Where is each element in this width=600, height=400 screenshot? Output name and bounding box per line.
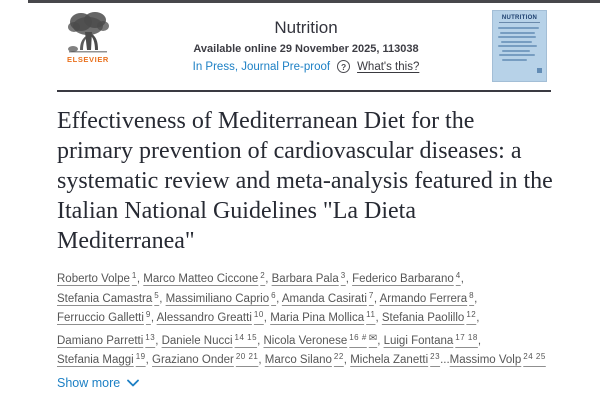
- author-link[interactable]: Daniele Nucci 14 15: [161, 332, 258, 347]
- email-icon: ✉: [368, 332, 378, 344]
- author-separator: ,: [373, 292, 380, 305]
- author-separator: ,: [477, 334, 482, 347]
- whats-this-link[interactable]: What's this?: [357, 60, 420, 73]
- author-link[interactable]: Graziano Onder 20 21: [152, 352, 259, 367]
- author-separator: ,: [345, 273, 353, 285]
- author-link[interactable]: Nicola Veronese 16 # ✉: [263, 332, 378, 347]
- in-press-link[interactable]: In Press, Journal Pre-proof: [192, 60, 331, 73]
- journal-cover-thumbnail[interactable]: NUTRITION: [492, 10, 547, 82]
- author-link[interactable]: Damiano Parretti 13: [57, 332, 156, 347]
- author-link[interactable]: Marco Matteo Ciccone 2: [143, 271, 266, 286]
- author-link[interactable]: Stefania Paolillo 12: [381, 310, 477, 325]
- author-link[interactable]: Maria Pina Mollica 11: [270, 310, 376, 325]
- cover-corner-mark: [537, 68, 542, 73]
- author-link[interactable]: Federico Barbarano 4: [352, 271, 461, 286]
- chevron-down-icon: [127, 379, 140, 387]
- author-link[interactable]: Roberto Volpe 1: [57, 271, 137, 286]
- author-separator: ,: [474, 292, 478, 305]
- author-link[interactable]: Alessandro Greatti 10: [156, 310, 264, 325]
- author-link[interactable]: Armando Ferrera 8: [379, 290, 475, 305]
- author-link[interactable]: Marco Silano 22: [264, 352, 344, 367]
- journal-title-link[interactable]: Nutrition: [274, 18, 338, 37]
- author-link[interactable]: Massimo Volp 24 25: [449, 352, 546, 367]
- cover-preview-lines: [497, 27, 542, 61]
- author-link[interactable]: Michela Zanetti 23: [350, 352, 441, 367]
- header-divider: [57, 90, 551, 92]
- author-separator: ...: [440, 354, 450, 366]
- journal-info: Nutrition Available online 29 November 2…: [151, 18, 461, 73]
- author-separator: ,: [136, 273, 144, 285]
- question-mark-circle-icon[interactable]: ?: [337, 60, 351, 73]
- elsevier-wordmark: ELSEVIER: [67, 55, 109, 64]
- article-title: Effectiveness of Mediterranean Diet for …: [57, 108, 553, 254]
- author-link[interactable]: Amanda Casirati 7: [281, 290, 374, 305]
- availability-text: Available online 29 November 2025, 11303…: [193, 43, 419, 55]
- author-separator: ,: [159, 292, 166, 305]
- status-row: In Press, Journal Pre-proof ? What's thi…: [151, 60, 461, 73]
- cover-rule: [499, 22, 540, 23]
- window-top-edge: [28, 0, 600, 3]
- author-separator: ,: [155, 334, 162, 347]
- author-separator: ,: [460, 273, 464, 285]
- author-separator: ,: [265, 273, 272, 285]
- author-separator: ,: [375, 312, 382, 324]
- author-separator: ,: [377, 334, 384, 347]
- author-separator: ,: [476, 312, 480, 324]
- author-separator: ,: [258, 354, 265, 366]
- elsevier-logo[interactable]: ELSEVIER: [62, 10, 114, 64]
- author-link[interactable]: Barbara Pala 3: [271, 271, 346, 286]
- author-separator: ,: [257, 334, 264, 347]
- author-separator: ,: [145, 354, 153, 366]
- author-link[interactable]: Luigi Fontana 17 18: [383, 332, 478, 347]
- elsevier-tree-icon: [68, 12, 109, 53]
- author-link[interactable]: Stefania Camastra 5: [57, 290, 160, 305]
- author-list: Roberto Volpe 1, Marco Matteo Ciccone 2, B…: [57, 270, 557, 371]
- cover-journal-name: NUTRITION: [501, 15, 538, 21]
- author-link[interactable]: Massimiliano Caprio 6: [165, 290, 277, 305]
- author-separator: ,: [276, 292, 282, 305]
- show-more-button[interactable]: Show more: [57, 376, 140, 390]
- author-link[interactable]: Ferruccio Galletti 9: [57, 310, 151, 325]
- journal-header: ELSEVIER Nutrition Available online 29 N…: [57, 8, 551, 86]
- author-separator: ,: [343, 354, 351, 366]
- show-more-label: Show more: [57, 376, 121, 390]
- author-separator: ,: [263, 312, 271, 324]
- author-separator: ,: [150, 312, 157, 324]
- author-link[interactable]: Stefania Maggi 19: [57, 352, 146, 367]
